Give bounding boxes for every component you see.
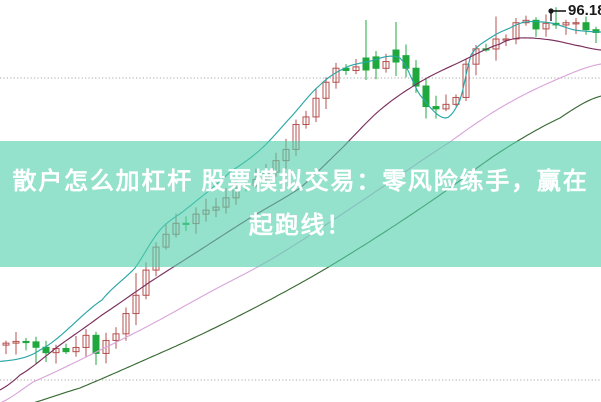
svg-text:96.18: 96.18 xyxy=(568,2,601,19)
